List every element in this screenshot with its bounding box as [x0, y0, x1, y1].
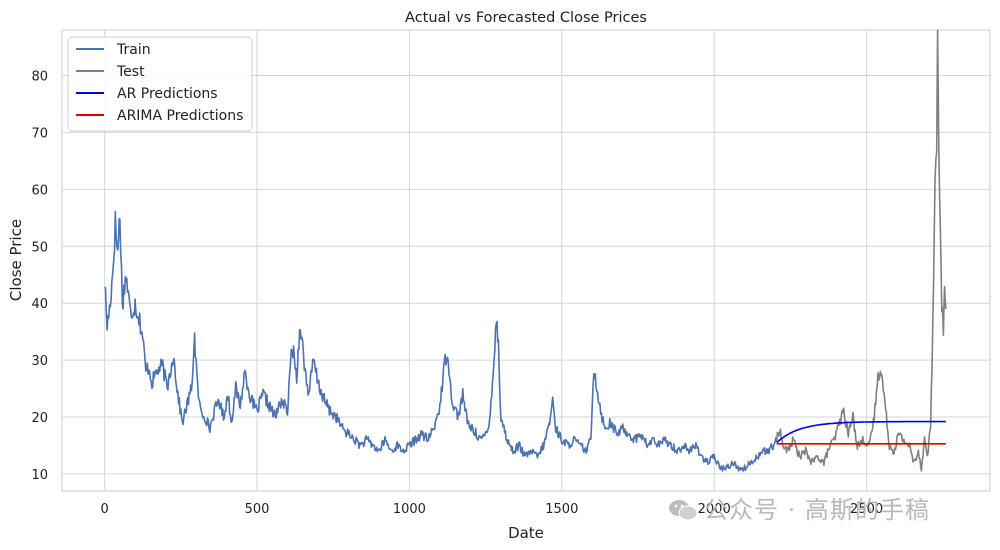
x-tick-label: 2500 — [850, 502, 883, 517]
series-ar-line — [776, 420, 946, 444]
x-tick-label: 500 — [245, 502, 270, 517]
x-tick-label: 0 — [101, 502, 109, 517]
legend-label-train: Train — [116, 42, 151, 58]
legend-label-ar: AR Predictions — [117, 86, 218, 102]
x-tick-labels: 0 500 1000 1500 2000 2500 — [101, 502, 884, 517]
x-tick-label: 1500 — [545, 502, 578, 517]
y-tick-label: 20 — [31, 411, 48, 426]
legend-label-arima: ARIMA Predictions — [117, 108, 243, 124]
y-tick-label: 80 — [31, 70, 48, 85]
series-layer — [104, 29, 947, 472]
legend: Train Test AR Predictions ARIMA Predicti… — [67, 36, 253, 132]
legend-box — [67, 36, 253, 132]
wechat-icon — [669, 500, 698, 521]
y-tick-label: 40 — [31, 297, 48, 312]
y-tick-label: 60 — [31, 183, 48, 198]
y-tick-label: 70 — [31, 126, 48, 141]
y-tick-label: 50 — [31, 240, 48, 255]
watermark: 公众号 · 高斯的手稿 — [668, 490, 930, 525]
y-tick-label: 10 — [31, 468, 48, 483]
y-axis-label: Close Price — [7, 219, 25, 301]
y-tick-labels: 10 20 30 40 50 60 70 80 — [31, 70, 48, 483]
x-tick-label: 2000 — [698, 502, 731, 517]
x-axis-label: Date — [508, 524, 544, 542]
x-tick-label: 1000 — [393, 502, 426, 517]
watermark-text: 公众号 · 高斯的手稿 — [704, 496, 930, 524]
y-tick-label: 30 — [31, 354, 48, 369]
chart-title: Actual vs Forecasted Close Prices — [405, 10, 647, 26]
legend-label-test: Test — [116, 64, 145, 80]
series-train-line — [104, 210, 778, 472]
